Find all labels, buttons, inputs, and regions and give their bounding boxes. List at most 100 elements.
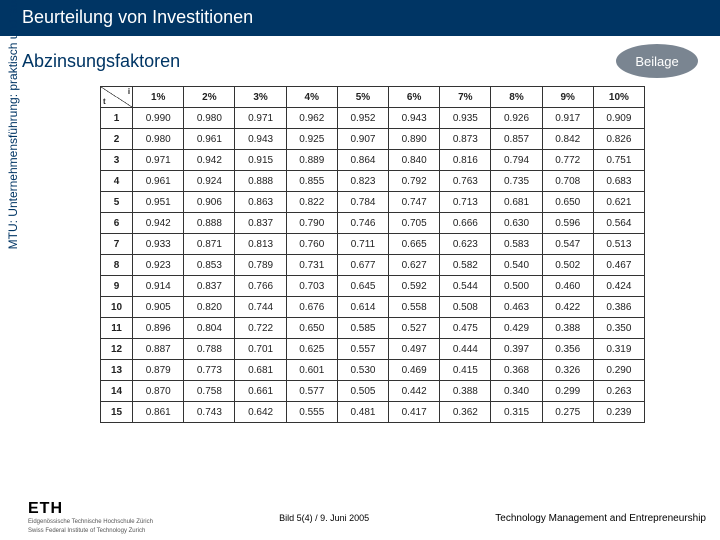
table-cell: 0.962 <box>286 108 337 129</box>
corner-cell: t i <box>101 87 133 108</box>
table-cell: 0.645 <box>337 276 388 297</box>
col-header: 1% <box>133 87 184 108</box>
col-header: 3% <box>235 87 286 108</box>
table-cell: 0.980 <box>184 108 235 129</box>
discount-factor-table: t i 1% 2% 3% 4% 5% 6% 7% 8% 9% 10% 10.99… <box>100 86 645 423</box>
table-header-row: t i 1% 2% 3% 4% 5% 6% 7% 8% 9% 10% <box>101 87 645 108</box>
table-cell: 0.935 <box>440 108 491 129</box>
table-cell: 0.555 <box>286 402 337 423</box>
table-cell: 0.275 <box>542 402 593 423</box>
table-cell: 0.731 <box>286 255 337 276</box>
table-row: 10.9900.9800.9710.9620.9520.9430.9350.92… <box>101 108 645 129</box>
corner-t-label: t <box>103 97 106 106</box>
table-cell: 0.356 <box>542 339 593 360</box>
table-cell: 0.766 <box>235 276 286 297</box>
table-cell: 0.469 <box>389 360 440 381</box>
table-cell: 0.861 <box>133 402 184 423</box>
table-cell: 0.422 <box>542 297 593 318</box>
table-cell: 0.905 <box>133 297 184 318</box>
row-header: 3 <box>101 150 133 171</box>
table-cell: 0.676 <box>286 297 337 318</box>
table-cell: 0.475 <box>440 318 491 339</box>
row-header: 7 <box>101 234 133 255</box>
table-row: 80.9230.8530.7890.7310.6770.6270.5820.54… <box>101 255 645 276</box>
table-cell: 0.889 <box>286 150 337 171</box>
table-cell: 0.681 <box>491 192 542 213</box>
eth-logo-mark: ETH <box>28 501 153 517</box>
table-cell: 0.794 <box>491 150 542 171</box>
side-label: MTU: Unternehmensführung: praktisch und … <box>6 0 20 280</box>
table-row: 90.9140.8370.7660.7030.6450.5920.5440.50… <box>101 276 645 297</box>
table-cell: 0.926 <box>491 108 542 129</box>
table-cell: 0.713 <box>440 192 491 213</box>
table-cell: 0.683 <box>593 171 644 192</box>
table-cell: 0.681 <box>235 360 286 381</box>
row-header: 13 <box>101 360 133 381</box>
table-cell: 0.961 <box>133 171 184 192</box>
table-cell: 0.790 <box>286 213 337 234</box>
col-header: 10% <box>593 87 644 108</box>
table-cell: 0.557 <box>337 339 388 360</box>
title-bar: Beurteilung von Investitionen <box>0 0 720 36</box>
table-cell: 0.887 <box>133 339 184 360</box>
table-cell: 0.722 <box>235 318 286 339</box>
table-cell: 0.813 <box>235 234 286 255</box>
table-cell: 0.544 <box>440 276 491 297</box>
col-header: 7% <box>440 87 491 108</box>
table-cell: 0.837 <box>184 276 235 297</box>
table-cell: 0.513 <box>593 234 644 255</box>
table-cell: 0.577 <box>286 381 337 402</box>
table-cell: 0.429 <box>491 318 542 339</box>
table-cell: 0.942 <box>184 150 235 171</box>
table-cell: 0.772 <box>542 150 593 171</box>
col-header: 2% <box>184 87 235 108</box>
table-cell: 0.463 <box>491 297 542 318</box>
table-cell: 0.746 <box>337 213 388 234</box>
table-cell: 0.943 <box>389 108 440 129</box>
table-cell: 0.888 <box>184 213 235 234</box>
table-cell: 0.460 <box>542 276 593 297</box>
table-cell: 0.760 <box>286 234 337 255</box>
table-row: 40.9610.9240.8880.8550.8230.7920.7630.73… <box>101 171 645 192</box>
table-cell: 0.914 <box>133 276 184 297</box>
table-cell: 0.744 <box>235 297 286 318</box>
table-cell: 0.751 <box>593 150 644 171</box>
table-cell: 0.530 <box>337 360 388 381</box>
table-cell: 0.442 <box>389 381 440 402</box>
table-cell: 0.971 <box>133 150 184 171</box>
table-cell: 0.879 <box>133 360 184 381</box>
table-cell: 0.951 <box>133 192 184 213</box>
table-cell: 0.840 <box>389 150 440 171</box>
table-cell: 0.299 <box>542 381 593 402</box>
slide-title: Beurteilung von Investitionen <box>22 7 253 27</box>
table-cell: 0.747 <box>389 192 440 213</box>
row-header: 9 <box>101 276 133 297</box>
table-cell: 0.703 <box>286 276 337 297</box>
eth-logo-subtitle-2: Swiss Federal Institute of Technology Zu… <box>28 528 153 535</box>
table-cell: 0.665 <box>389 234 440 255</box>
footer: ETH Eidgenössische Technische Hochschule… <box>0 502 720 540</box>
table-cell: 0.822 <box>286 192 337 213</box>
col-header: 9% <box>542 87 593 108</box>
table-cell: 0.763 <box>440 171 491 192</box>
table-cell: 0.826 <box>593 129 644 150</box>
table-cell: 0.481 <box>337 402 388 423</box>
table-cell: 0.368 <box>491 360 542 381</box>
table-cell: 0.340 <box>491 381 542 402</box>
col-header: 4% <box>286 87 337 108</box>
table-cell: 0.350 <box>593 318 644 339</box>
table-cell: 0.558 <box>389 297 440 318</box>
table-cell: 0.319 <box>593 339 644 360</box>
table-cell: 0.943 <box>235 129 286 150</box>
table-cell: 0.915 <box>235 150 286 171</box>
table-cell: 0.906 <box>184 192 235 213</box>
table-cell: 0.630 <box>491 213 542 234</box>
table-cell: 0.677 <box>337 255 388 276</box>
table-cell: 0.942 <box>133 213 184 234</box>
table-row: 100.9050.8200.7440.6760.6140.5580.5080.4… <box>101 297 645 318</box>
table-cell: 0.614 <box>337 297 388 318</box>
table-cell: 0.642 <box>235 402 286 423</box>
table-cell: 0.444 <box>440 339 491 360</box>
row-header: 6 <box>101 213 133 234</box>
footer-slide-info: Bild 5(4) / 9. Juni 2005 <box>279 513 369 523</box>
